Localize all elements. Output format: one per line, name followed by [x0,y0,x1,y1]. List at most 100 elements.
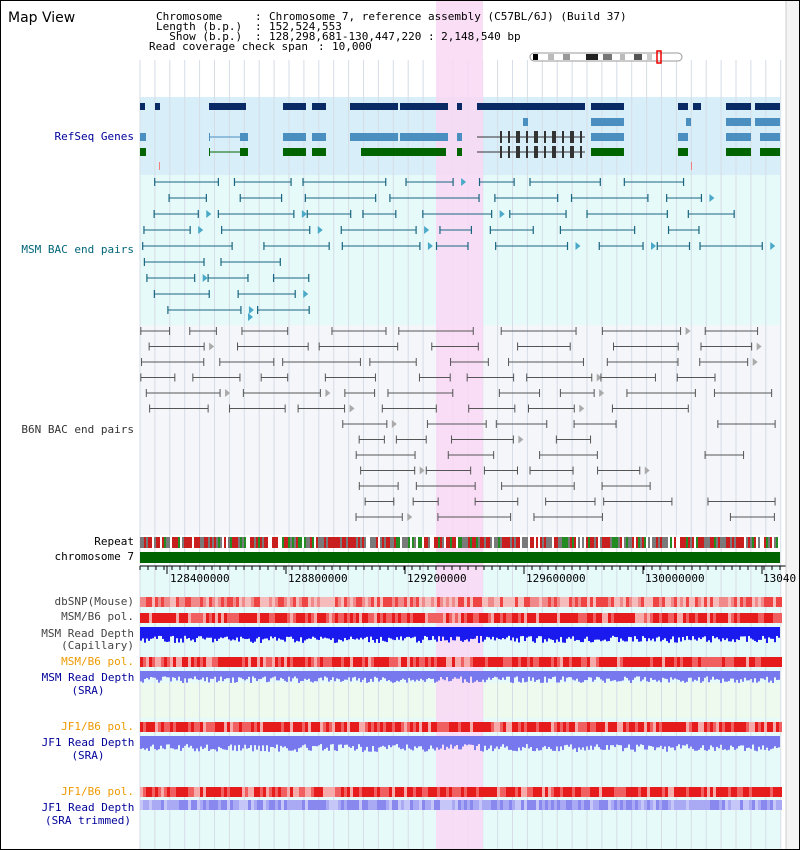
jf1-depth-trimmed-bar [611,800,614,810]
jf1-depth-sra-bar [514,736,516,751]
msm-b6-polymorphism [182,613,185,623]
repeat-element [556,537,558,548]
msm-depth-capillary-bar [280,627,282,640]
msm-b6-polymorphism [401,613,404,623]
jf1-b6-polymorphism [575,722,578,732]
track-label-b6n-bac[interactable]: B6N BAC end pairs [21,423,134,436]
track-label-jf1-b6-pol[interactable]: JF1/B6 pol. [61,720,134,733]
repeat-element [320,537,322,548]
msm-depth-capillary-bar [636,627,638,640]
msm-b6-polymorphism [710,613,713,623]
bac-end-arrow [209,342,215,351]
msm-depth-capillary-bar [774,627,776,643]
msm-depth-sra-bar [776,671,778,681]
jf1-depth-trimmed-bar [734,800,737,810]
track-label-repeat[interactable]: Repeat [94,535,134,548]
msm-depth-sra-bar [464,671,466,680]
dbsnp-density [719,597,722,607]
repeat-element [722,537,724,548]
msm-b6-polymorphism [743,613,746,623]
msm-depth-sra-bar [638,671,640,677]
repeat-element [262,537,264,548]
msm-depth-capillary-bar [600,627,602,642]
jf1-b6-polymorphism-2 [599,787,602,797]
jf1-b6-polymorphism [155,722,158,732]
msm-b6-polymorphism-sra [287,657,290,667]
msm-b6-polymorphism [575,613,578,623]
msm-depth-capillary-bar [520,627,522,637]
track-label-jf1-b6-pol-2[interactable]: JF1/B6 pol. [61,785,134,798]
jf1-b6-polymorphism-2 [431,787,434,797]
msm-depth-capillary-bar [282,627,284,640]
repeat-element [432,537,434,548]
jf1-b6-polymorphism-2 [455,787,458,797]
msm-b6-polymorphism [728,613,731,623]
msm-depth-sra-bar [348,671,350,678]
jf1-depth-sra-bar [376,736,378,752]
msm-b6-polymorphism [419,613,422,623]
msm-b6-polymorphism-sra [305,657,308,667]
jf1-depth-trimmed-bar [347,800,350,810]
jf1-depth-sra-bar [388,736,390,746]
repeat-element [318,537,320,548]
msm-depth-capillary-bar [740,627,742,637]
jf1-depth-sra-bar [404,736,406,751]
dbsnp-density [551,597,554,607]
msm-depth-capillary-bar [348,627,350,640]
msm-b6-polymorphism [443,613,446,623]
track-label-refseq-genes[interactable]: RefSeq Genes [54,130,134,143]
gene-exon [693,103,701,110]
msm-depth-sra-bar [428,671,430,679]
track-label-msm-b6-pol[interactable]: MSM/B6 pol. [61,610,134,623]
jf1-b6-polymorphism-2 [677,787,680,797]
track-label-dbsnp[interactable]: dbSNP(Mouse) [54,595,134,608]
track-label-chromosome[interactable]: chromosome 7 [54,550,134,563]
track-label-msm-b6-pol-sra[interactable]: MSM/B6 pol. [61,655,134,668]
msm-b6-polymorphism-sra [563,657,566,667]
jf1-depth-sra-bar [552,736,554,751]
msm-depth-capillary-bar [202,627,204,639]
track-label-msm-depth-sra[interactable]: MSM Read Depth (SRA) [34,671,142,697]
msm-depth-sra-bar [670,671,672,678]
msm-b6-polymorphism-sra [203,657,206,667]
dbsnp-density [503,597,506,607]
jf1-b6-polymorphism-2 [680,787,683,797]
repeat-element [388,537,390,548]
msm-depth-sra-bar [546,671,548,683]
track-label-jf1-depth-sra[interactable]: JF1 Read Depth (SRA) [34,736,142,762]
msm-b6-polymorphism-sra [191,657,194,667]
msm-depth-sra-bar [616,671,618,682]
dbsnp-density [185,597,188,607]
track-label-jf1-depth-trimmed[interactable]: JF1 Read Depth (SRA trimmed) [34,801,142,827]
repeat-element [306,537,308,548]
msm-depth-sra-bar [200,671,202,680]
msm-depth-sra-bar [164,671,166,677]
jf1-depth-trimmed-bar [386,800,389,810]
msm-depth-sra-bar [294,671,296,677]
jf1-depth-trimmed-bar [368,800,371,810]
msm-b6-polymorphism [434,613,437,623]
repeat-element [376,537,378,548]
jf1-depth-sra-bar [434,736,436,751]
msm-depth-sra-bar [588,671,590,678]
dbsnp-density [617,597,620,607]
msm-b6-polymorphism-sra [419,657,422,667]
track-label-msm-bac[interactable]: MSM BAC end pairs [21,243,134,256]
msm-depth-capillary-bar [500,627,502,640]
jf1-b6-polymorphism-2 [587,787,590,797]
msm-depth-sra-bar [270,671,272,679]
jf1-b6-polymorphism [593,722,596,732]
dbsnp-density [173,597,176,607]
jf1-depth-sra-bar [154,736,156,750]
msm-depth-capillary-bar [502,627,504,639]
msm-b6-polymorphism [185,613,188,623]
jf1-depth-sra-bar [700,736,702,748]
msm-b6-polymorphism [167,613,170,623]
msm-b6-polymorphism [647,613,650,623]
repeat-element [386,537,388,548]
msm-b6-polymorphism-sra [398,657,401,667]
gene-exon [140,148,146,156]
track-label-msm-depth-capillary[interactable]: MSM Read Depth (Capillary) [41,628,134,652]
msm-b6-polymorphism [200,613,203,623]
